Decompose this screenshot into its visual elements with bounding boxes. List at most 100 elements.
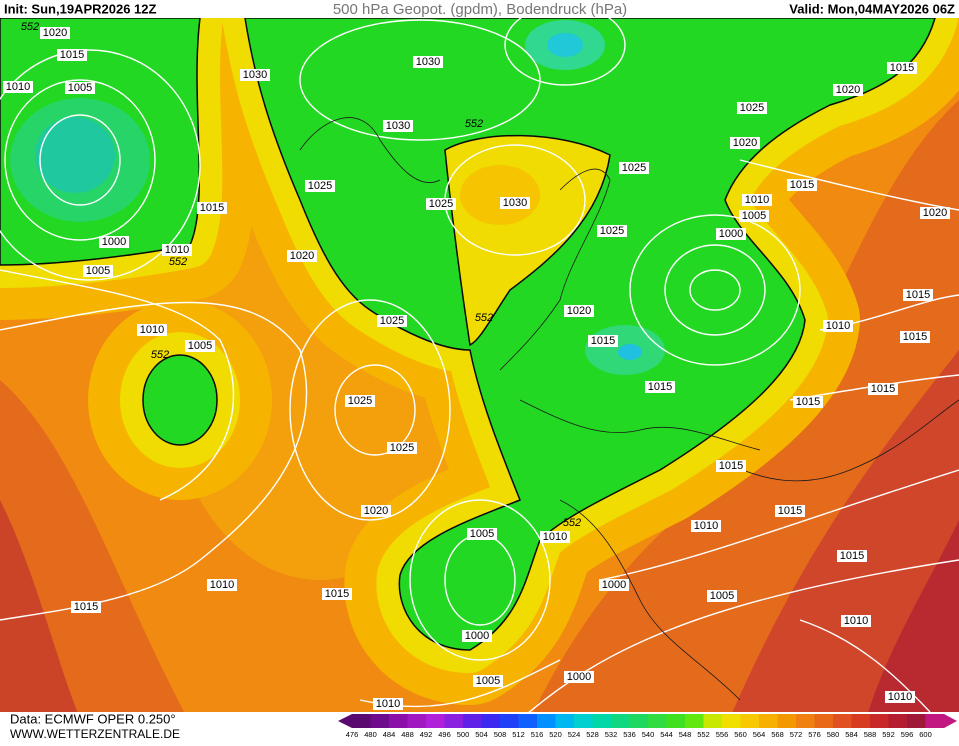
isobar-label: 1025 <box>600 225 624 237</box>
isobar-label: 1000 <box>719 228 743 240</box>
scale-arrow-left <box>338 714 352 728</box>
scale-label: 532 <box>605 730 618 739</box>
scale-label: 512 <box>512 730 525 739</box>
isobar-label-box <box>597 225 627 237</box>
isobar-label: 1015 <box>778 505 802 517</box>
isobar-label: 1010 <box>844 615 868 627</box>
isobar-label: 1020 <box>290 250 314 262</box>
scale-label: 524 <box>568 730 581 739</box>
scale-swatch <box>592 714 612 728</box>
isobar-label-box <box>361 505 391 517</box>
scale-swatch <box>740 714 760 728</box>
init-time: Init: Sun,19APR2026 12Z <box>4 1 156 16</box>
isobar-label-box <box>540 531 570 543</box>
scale-swatch <box>629 714 649 728</box>
scale-swatch <box>444 714 464 728</box>
scale-label: 544 <box>660 730 673 739</box>
isobar-label: 1015 <box>325 588 349 600</box>
isobar-label: 1020 <box>733 137 757 149</box>
isobar-label-box <box>837 550 867 562</box>
isobar-label-box <box>599 579 629 591</box>
isobar-label: 1025 <box>390 442 414 454</box>
isobar-label: 1005 <box>188 340 212 352</box>
isobar-label-box <box>137 324 167 336</box>
isobar-label-box <box>716 460 746 472</box>
isobar-label: 1025 <box>622 162 646 174</box>
scale-swatch <box>500 714 519 728</box>
isobar-label: 1025 <box>429 198 453 210</box>
isobar-label-box <box>775 505 805 517</box>
website-url: WWW.WETTERZENTRALE.DE <box>10 727 180 741</box>
isobar-label: 1005 <box>710 590 734 602</box>
isobar-label-box <box>730 137 760 149</box>
isobar-label-box <box>737 102 767 114</box>
isobar-label: 1020 <box>43 27 67 39</box>
isobar-label: 1010 <box>376 698 400 710</box>
isobar-label: 1010 <box>165 244 189 256</box>
isobar-label-box <box>707 590 737 602</box>
isobar-label-box <box>473 675 503 687</box>
isobar-label-box <box>373 698 403 710</box>
scale-label: 536 <box>623 730 636 739</box>
isobar-label-box <box>920 207 950 219</box>
scale-label: 564 <box>753 730 766 739</box>
isobar-label-box <box>619 162 649 174</box>
scale-swatch <box>722 714 741 728</box>
isobar-label: 1030 <box>386 120 410 132</box>
isobar-label-box <box>83 265 113 277</box>
isobar-label-box <box>57 49 87 61</box>
scale-label: 580 <box>827 730 840 739</box>
isobar-label-box <box>426 198 456 210</box>
isobar-label-box <box>467 528 497 540</box>
scale-swatch <box>851 714 871 728</box>
isobar-label: 1015 <box>840 550 864 562</box>
geopotential-label: 552 <box>169 256 187 268</box>
scale-swatch <box>407 714 427 728</box>
scale-swatch <box>759 714 778 728</box>
isobar-label-box <box>793 396 823 408</box>
geopotential-label: 552 <box>465 118 483 130</box>
geopotential-label: 552 <box>475 312 493 324</box>
scale-label: 484 <box>383 730 396 739</box>
map-title: 500 hPa Geopot. (gpdm), Bodendruck (hPa) <box>333 1 627 18</box>
isobar-label: 1010 <box>694 520 718 532</box>
isobar-label: 1000 <box>567 671 591 683</box>
isobar-label: 1010 <box>6 81 30 93</box>
scale-label: 520 <box>549 730 562 739</box>
isobar-label-box <box>691 520 721 532</box>
scale-label: 492 <box>420 730 433 739</box>
isobar-label-box <box>903 289 933 301</box>
isobar-label-box <box>345 395 375 407</box>
scale-swatch <box>555 714 575 728</box>
scale-label: 584 <box>845 730 858 739</box>
data-source: Data: ECMWF OPER 0.250° <box>10 711 176 726</box>
scale-swatch <box>426 714 445 728</box>
isobar-label: 1015 <box>200 202 224 214</box>
scale-label: 496 <box>438 730 451 739</box>
valid-time: Valid: Mon,04MAY2026 06Z <box>789 1 955 16</box>
isobar-label: 1000 <box>465 630 489 642</box>
isobar-label-box <box>413 56 443 68</box>
scale-swatch <box>703 714 723 728</box>
isobar-label: 1000 <box>602 579 626 591</box>
isobar-label: 1015 <box>903 331 927 343</box>
isobar-label: 1005 <box>476 675 500 687</box>
scale-swatch <box>537 714 556 728</box>
scale-swatch <box>796 714 815 728</box>
isobar-label-box <box>383 120 413 132</box>
isobar-label-box <box>287 250 317 262</box>
isobar-label: 1005 <box>68 82 92 94</box>
isobar-label: 1015 <box>890 62 914 74</box>
isobar-label: 1000 <box>102 236 126 248</box>
isobar-label: 1010 <box>210 579 234 591</box>
isobar-label: 1015 <box>648 381 672 393</box>
map: 1020 552 1015 1010 1005 1030 1030 1030 552 1025 10… <box>0 18 959 712</box>
scale-swatch <box>611 714 630 728</box>
isobar-label: 1005 <box>86 265 110 277</box>
isobar-label-box <box>841 615 871 627</box>
scale-swatch <box>814 714 834 728</box>
isobar-label-box <box>65 82 95 94</box>
isobar-label: 1015 <box>74 601 98 613</box>
isobar-label-box <box>40 27 70 39</box>
